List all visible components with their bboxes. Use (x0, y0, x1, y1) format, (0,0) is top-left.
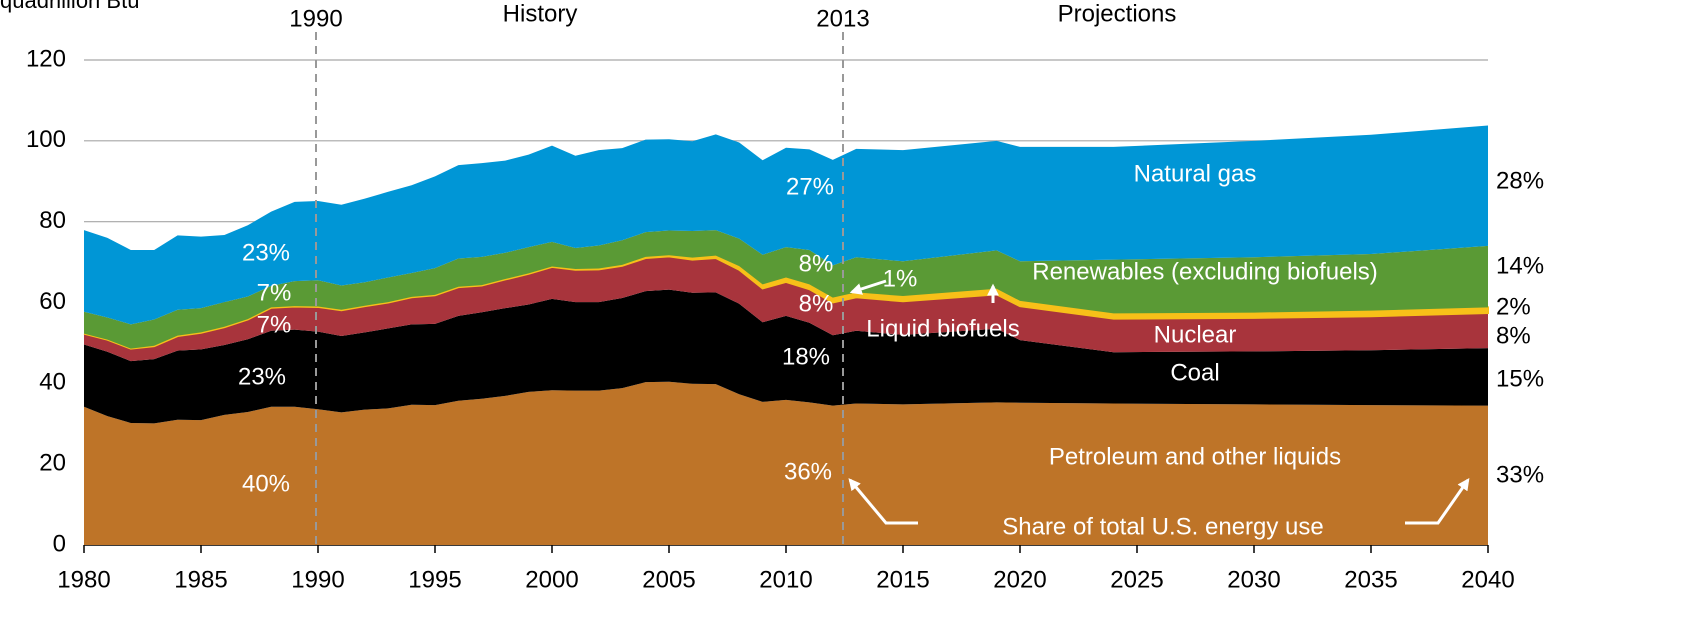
y-tick-label: 100 (26, 126, 66, 153)
unit-label: quadrillion Btu (0, 0, 139, 13)
y-tick-label: 0 (53, 530, 66, 557)
annotation: Projections (1058, 0, 1177, 27)
arrow (848, 478, 918, 525)
y-tick-label: 60 (39, 288, 66, 315)
annotation: 8% (799, 290, 834, 317)
x-tick-label: 2000 (525, 566, 578, 593)
annotation: Coal (1170, 359, 1219, 386)
annotation: 2% (1496, 293, 1531, 320)
x-tick-label: 2025 (1110, 566, 1163, 593)
annotation: 15% (1496, 365, 1544, 392)
x-tick-label: 2040 (1461, 566, 1514, 593)
annotation: 1% (883, 265, 918, 292)
x-tick-label: 2015 (876, 566, 929, 593)
annotation: Petroleum and other liquids (1049, 443, 1341, 470)
annotation: 40% (242, 470, 290, 497)
annotation: Liquid biofuels (866, 315, 1019, 342)
annotation: 27% (786, 173, 834, 200)
x-tick-label: 1990 (291, 566, 344, 593)
y-tick-label: 40 (39, 369, 66, 396)
annotation: Renewables (excluding biofuels) (1032, 258, 1378, 285)
annotation: 14% (1496, 252, 1544, 279)
y-tick-label: 20 (39, 450, 66, 477)
area (84, 125, 1488, 325)
area (83, 254, 1489, 350)
x-tick-label: 2035 (1344, 566, 1397, 593)
x-tick-label: 2010 (759, 566, 812, 593)
area (84, 289, 1488, 424)
y-tick-label: 120 (26, 45, 66, 72)
y-tick-label: 80 (39, 207, 66, 234)
annotation: 23% (238, 363, 286, 390)
annotation: 7% (257, 311, 292, 338)
x-tick-label: 2030 (1227, 566, 1280, 593)
annotation: 2013 (816, 5, 869, 32)
annotation: 36% (784, 458, 832, 485)
x-tick-label: 1985 (174, 566, 227, 593)
annotation: Nuclear (1154, 321, 1237, 348)
annotation: 1990 (289, 5, 342, 32)
arrow (849, 279, 887, 295)
annotation: 23% (242, 239, 290, 266)
x-tick-label: 2005 (642, 566, 695, 593)
annotation: Natural gas (1134, 160, 1257, 187)
annotation: 28% (1496, 167, 1544, 194)
annotation: 8% (799, 250, 834, 277)
annotation: 18% (782, 343, 830, 370)
arrow (1405, 478, 1470, 525)
area (84, 381, 1488, 545)
annotation: 7% (257, 279, 292, 306)
area (84, 256, 1488, 362)
annotation: History (503, 0, 578, 27)
x-tick-label: 2020 (993, 566, 1046, 593)
annotation: 8% (1496, 322, 1531, 349)
x-tick-label: 1980 (57, 566, 110, 593)
x-tick-label: 1995 (408, 566, 461, 593)
overlay: 1990 History 2013 Projections Natural gas Ren… (238, 0, 1544, 545)
annotation: Share of total U.S. energy use (1002, 513, 1324, 540)
area (84, 230, 1488, 349)
areas (83, 125, 1489, 545)
annotation: 33% (1496, 461, 1544, 488)
